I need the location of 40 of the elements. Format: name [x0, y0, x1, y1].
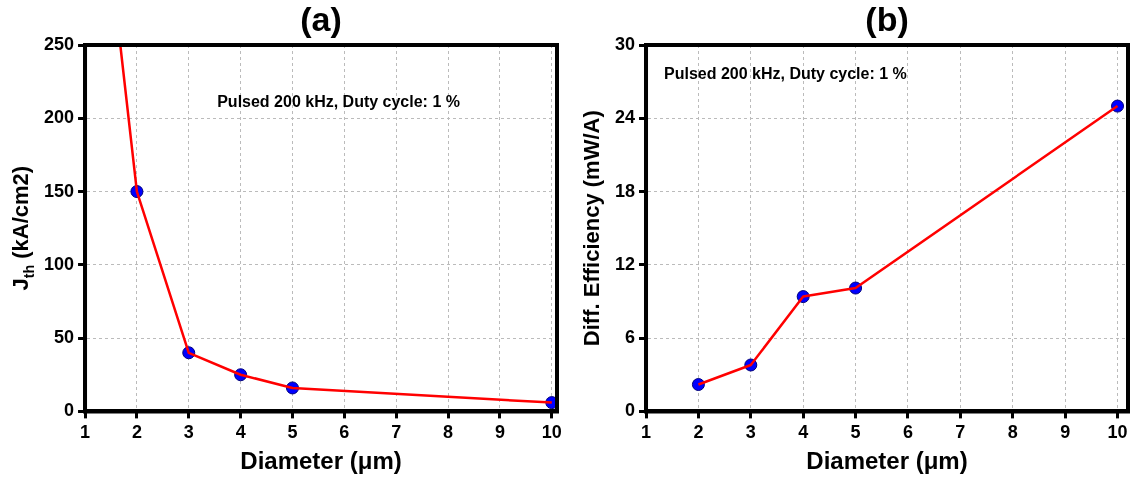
chart-title: (b)	[865, 0, 909, 39]
y-tick-label: 150	[43, 180, 75, 201]
x-tick-label: 4	[235, 422, 246, 443]
x-tick-label: 5	[287, 422, 298, 443]
x-axis-title: Diameter (μm)	[806, 446, 968, 474]
x-tick-label: 2	[693, 422, 704, 443]
annotation: Pulsed 200 kHz, Duty cycle: 1 %	[664, 65, 907, 83]
x-tick-label: 2	[131, 422, 142, 443]
y-tick-label: 18	[614, 180, 636, 201]
x-tick-label: 5	[850, 422, 861, 443]
x-tick-label: 6	[339, 422, 350, 443]
y-axis-title: Jth (kA/cm2)	[8, 165, 37, 291]
annotation: Pulsed 200 kHz, Duty cycle: 1 %	[217, 93, 460, 111]
x-tick-label: 10	[1107, 422, 1128, 443]
x-tick-label: 4	[798, 422, 809, 443]
x-tick-label: 3	[183, 422, 194, 443]
x-axis-title: Diameter (μm)	[240, 446, 402, 474]
y-axis-title: Diff. Efficiency (mW/A)	[579, 110, 605, 347]
y-tick-label: 100	[43, 253, 75, 274]
y-tick-label: 200	[43, 107, 75, 128]
y-tick-label: 50	[54, 327, 75, 348]
x-tick-label: 8	[1007, 422, 1018, 443]
x-tick-label: 7	[391, 422, 402, 443]
x-tick-label: 9	[1060, 422, 1071, 443]
x-tick-label: 6	[902, 422, 913, 443]
x-tick-label: 1	[641, 422, 652, 443]
x-tick-label: 3	[745, 422, 756, 443]
y-tick-label: 24	[614, 107, 636, 128]
y-tick-label: 0	[64, 400, 75, 421]
y-tick-label: 0	[625, 400, 636, 421]
x-tick-label: 10	[541, 422, 562, 443]
y-tick-label: 250	[43, 33, 75, 54]
y-tick-label: 6	[625, 327, 636, 348]
x-tick-label: 7	[955, 422, 966, 443]
y-tick-label: 30	[614, 33, 636, 54]
y-tick-label: 12	[614, 253, 636, 274]
x-tick-label: 9	[494, 422, 505, 443]
x-tick-label: 8	[443, 422, 454, 443]
x-tick-label: 1	[80, 422, 91, 443]
chart-title: (a)	[300, 0, 342, 39]
